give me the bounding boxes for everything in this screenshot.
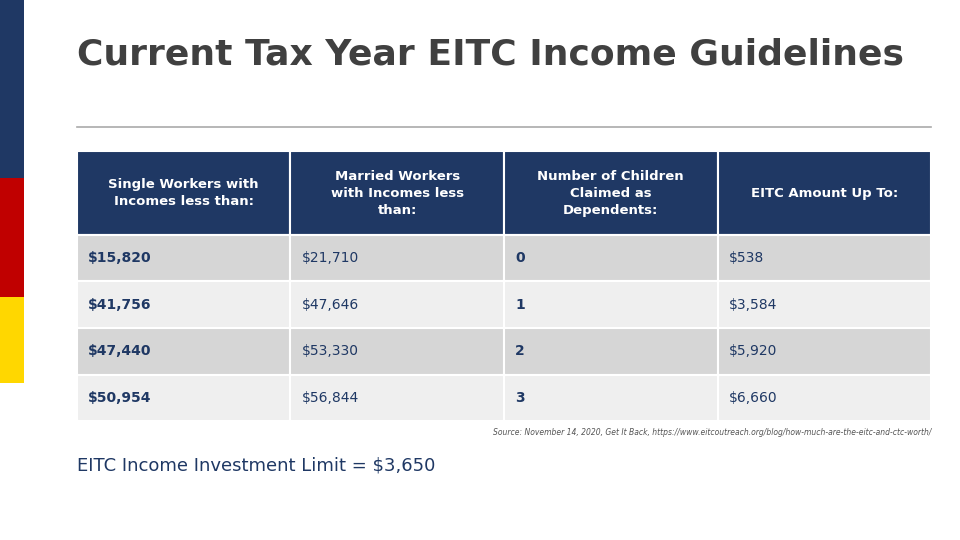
Text: $47,440: $47,440	[88, 345, 152, 359]
Text: $50,954: $50,954	[88, 391, 152, 405]
Bar	[290, 281, 504, 328]
Text: $53,330: $53,330	[301, 345, 358, 359]
Bar	[0, 297, 24, 383]
Bar	[718, 151, 931, 235]
Bar	[0, 178, 24, 297]
Bar	[504, 151, 718, 235]
Text: $47,646: $47,646	[301, 298, 359, 312]
Text: $56,844: $56,844	[301, 391, 359, 405]
Text: $15,820: $15,820	[88, 251, 152, 265]
Bar	[77, 235, 290, 281]
Bar	[504, 235, 718, 281]
Text: EITC Amount Up To:: EITC Amount Up To:	[751, 186, 898, 200]
Text: $3,584: $3,584	[729, 298, 777, 312]
Bar	[77, 328, 290, 375]
Text: $5,920: $5,920	[729, 345, 777, 359]
Text: 0: 0	[516, 251, 525, 265]
Bar	[290, 328, 504, 375]
Bar	[290, 375, 504, 421]
Bar	[0, 0, 24, 178]
Bar	[504, 328, 718, 375]
Bar	[290, 151, 504, 235]
Text: $6,660: $6,660	[729, 391, 778, 405]
Bar	[77, 281, 290, 328]
Bar	[718, 235, 931, 281]
Text: Married Workers
with Incomes less
than:: Married Workers with Incomes less than:	[330, 170, 464, 217]
Bar	[718, 328, 931, 375]
Text: Number of Children
Claimed as
Dependents:: Number of Children Claimed as Dependents…	[538, 170, 684, 217]
Text: Single Workers with
Incomes less than:: Single Workers with Incomes less than:	[108, 178, 259, 208]
Text: $538: $538	[729, 251, 764, 265]
Bar	[290, 235, 504, 281]
Text: 1: 1	[516, 298, 525, 312]
Bar	[77, 375, 290, 421]
Text: 3: 3	[516, 391, 525, 405]
Bar	[504, 375, 718, 421]
Bar	[718, 375, 931, 421]
Text: 2: 2	[516, 345, 525, 359]
Text: Current Tax Year EITC Income Guidelines: Current Tax Year EITC Income Guidelines	[77, 38, 903, 72]
Bar	[718, 281, 931, 328]
Text: $21,710: $21,710	[301, 251, 359, 265]
Bar	[504, 281, 718, 328]
Text: $41,756: $41,756	[88, 298, 152, 312]
Bar	[77, 151, 290, 235]
Text: Source: November 14, 2020, Get It Back, https://www.eitcoutreach.org/blog/how-mu: Source: November 14, 2020, Get It Back, …	[492, 428, 931, 437]
Text: EITC Income Investment Limit = $3,650: EITC Income Investment Limit = $3,650	[77, 456, 435, 474]
